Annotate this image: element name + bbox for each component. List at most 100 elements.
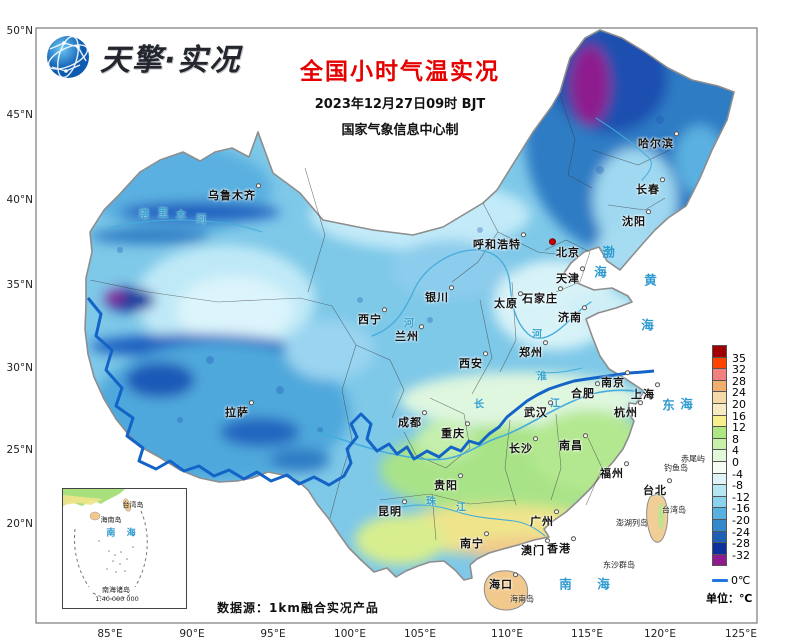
island-label: 赤尾屿 [681,454,705,464]
river-label: 木 [176,210,186,222]
city-label: 昆明 [378,499,407,519]
city-label: 澳门 [521,538,550,558]
river-label: 江 [550,398,560,410]
legend-value-label: -4 [732,467,743,481]
city-label: 长沙 [509,436,538,456]
legend-value-label: -28 [732,537,750,551]
data-source-note: 数据源：1km融合实况产品 [217,601,379,615]
legend-value-label: 8 [732,432,739,446]
legend-level-row: 32 [712,356,776,376]
city-label: 长春 [636,177,665,197]
legend-value-label: 24 [732,386,746,400]
city-label: 武汉 [524,400,553,420]
longitude-tick-label: 95°E [260,628,286,640]
inset-sea-label: 南 海 [106,528,140,539]
city-label: 西宁 [358,307,387,327]
latitude-tick-label: 35°N [6,279,33,291]
city-label: 石家庄 [522,286,563,306]
longitude-tick-label: 110°E [491,628,523,640]
sea-label: 海 [680,396,694,412]
legend-value-label: -24 [732,525,750,539]
zero-line-label: 0℃ [731,574,751,588]
city-label: 南宁 [460,531,489,551]
inset-islands-dots [98,540,134,573]
longitude-tick-label: 100°E [334,628,366,640]
city-label: 成都 [398,410,427,430]
river-label: 河 [196,214,206,226]
legend-value-label: 16 [732,409,746,423]
longitude-tick-label: 105°E [404,628,436,640]
city-label: 重庆 [441,421,470,441]
city-label: 拉萨 [225,400,254,420]
globe-icon [47,35,89,79]
river-label: 里 [158,208,168,220]
city-label: 太原 [494,291,523,311]
south-china-sea-inset: 台湾岛 海南岛 南 海 南海诸岛 1:40 000 000 [62,488,187,609]
page-title: 全国小时气温实况 [300,59,500,85]
sea-label: 黄 [644,272,658,288]
river-label: 河 [404,318,414,330]
city-label: 贵阳 [434,473,463,493]
texture-speckles [117,116,664,433]
river-label: 塔 [139,209,149,221]
city-label: 台北 [643,478,672,498]
taiwan-island [646,494,669,543]
legend-level-row: 35 [712,345,776,365]
app-logo: 天擎·实况 [44,33,241,81]
city-label: 广州 [530,509,559,529]
legend-level-row: 28 [712,368,776,388]
inset-map [63,489,148,600]
latitude-tick-label: 30°N [6,362,33,374]
sea-label: 海 [594,264,608,280]
legend-value-label: -12 [732,490,750,504]
zero-isotherm-key: 0℃ [712,574,776,587]
legend-colorbar: 35 32 28 24 20 [712,345,776,567]
sea-label: 南 [559,576,573,592]
title-block: 全国小时气温实况 2023年12月27日09时 BJT 国家气象信息中心制 [265,52,535,138]
city-label: 兰州 [395,324,424,344]
legend-value-label: 28 [732,374,746,388]
longitude-tick-label: 125°E [725,628,757,640]
legend-value-label: 4 [732,444,739,458]
zero-degree-isotherm [86,297,655,487]
legend-level-row: -12 [712,484,776,504]
legend-value-label: 0 [732,455,739,469]
hainan-island [483,570,529,611]
river-label: 长 [474,399,484,411]
island-label: 海南岛 [510,594,534,604]
legend-value-label: 32 [732,363,746,377]
longitude-tick-label: 90°E [179,628,205,640]
legend-value-label: -16 [732,502,750,516]
temperature-legend: 35 32 28 24 20 [706,345,776,606]
city-label: 福州 [600,461,629,481]
river-label: 珠 [426,496,436,508]
inset-scale-label: 1:40 000 000 [95,595,139,603]
city-label: 香港 [547,536,576,556]
river-label: 江 [456,502,466,514]
city-label: 呼和浩特 [473,232,526,252]
island-label: 澎湖列岛 [616,518,648,528]
longitude-tick-label: 115°E [571,628,603,640]
sea-label: 东 [662,397,676,413]
latitude-tick-label: 25°N [6,444,33,456]
city-label: 北京 [549,238,580,260]
sea-label: 海 [641,317,655,333]
legend-level-row: -8 [712,472,776,492]
logo-text: 天擎·实况 [100,43,242,78]
city-label: 南京 [601,370,630,390]
legend-level-row: -28 [712,530,776,550]
zero-line-sample [712,579,728,583]
island-label: 台湾岛 [662,505,686,515]
island-label: 钓鱼岛 [664,463,688,473]
province-boundaries [89,94,671,541]
city-label: 银川 [425,285,454,305]
inset-taiwan-label: 台湾岛 [122,501,144,509]
inset-nanhai-islands-label: 南海诸岛 [102,586,130,594]
city-label: 济南 [558,305,587,325]
city-label: 海口 [489,572,518,592]
city-label: 天津 [556,266,585,286]
latitude-tick-label: 45°N [6,109,33,121]
city-label: 郑州 [519,340,548,360]
city-label: 乌鲁木齐 [208,183,261,203]
